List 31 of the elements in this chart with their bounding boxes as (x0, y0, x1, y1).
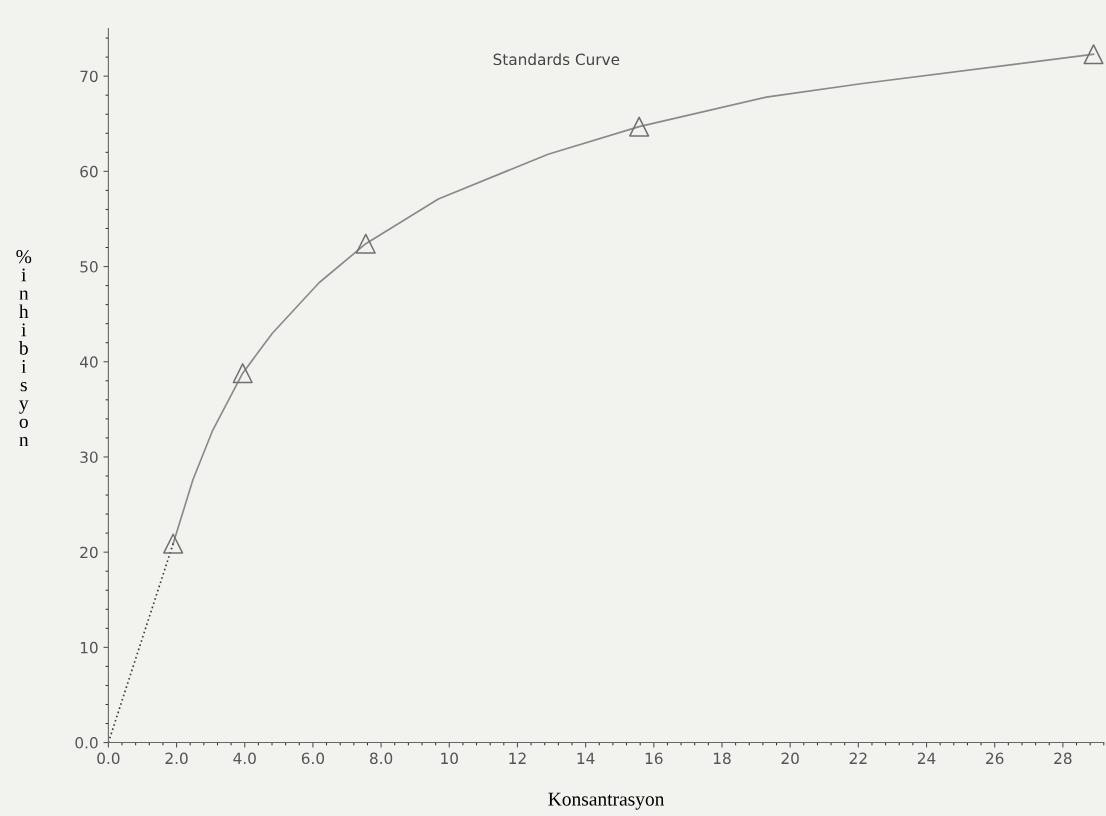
y-tick-label: 40 (79, 356, 98, 368)
point (163, 533, 184, 554)
x-tick-label: 0.0 (97, 752, 120, 765)
y-tick-label: 70 (80, 70, 98, 83)
x-tick-label: 20 (781, 752, 799, 765)
x-axis-title: Konsantrasyon (548, 792, 665, 810)
point (232, 363, 253, 384)
x-tick-label: 22 (849, 752, 867, 764)
x-tick-label: 12 (509, 752, 526, 764)
x-tick-label: 16 (645, 752, 663, 765)
x-tick-label: 28 (1054, 752, 1072, 765)
point (355, 233, 376, 254)
text: Standards Curve (493, 53, 620, 66)
x-tick-label: 14 (577, 752, 595, 764)
y-tick-label: 30 (80, 451, 98, 463)
text: % inhibisyon (16, 250, 32, 447)
x-tick-label: 8.0 (369, 752, 393, 765)
point (629, 116, 650, 137)
y-tick-label: 50 (80, 261, 98, 273)
y-tick-label: 60 (80, 165, 98, 178)
y-tick-label: 0.0 (75, 737, 98, 749)
x-tick-label: 4.0 (233, 752, 256, 765)
y-tick-label: 20 (80, 546, 98, 559)
x-tick-label: 10 (441, 752, 458, 765)
x-tick-label: 24 (917, 752, 936, 764)
x-tick-label: 26 (986, 752, 1004, 765)
x-tick-label: 2.0 (165, 752, 188, 765)
point (1083, 44, 1104, 65)
x-tick-label: 18 (713, 752, 731, 765)
x-tick-label: 6.0 (301, 752, 325, 765)
y-tick-label: 10 (80, 641, 98, 654)
